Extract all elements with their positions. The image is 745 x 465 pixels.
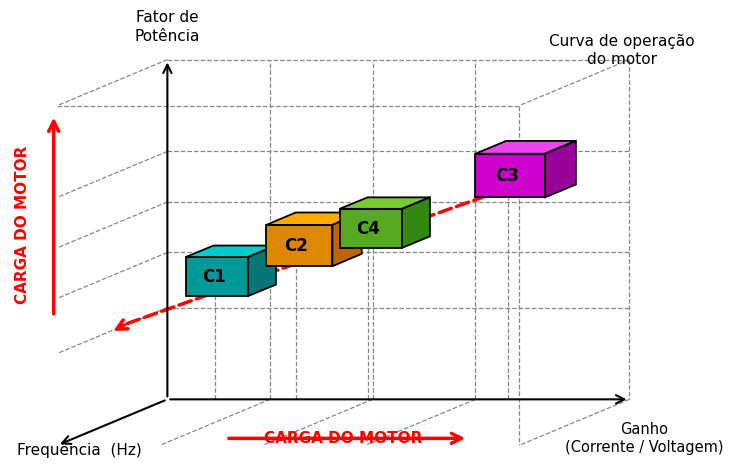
Polygon shape	[340, 209, 402, 248]
Polygon shape	[186, 246, 276, 257]
Polygon shape	[402, 197, 430, 248]
Text: C3: C3	[495, 167, 519, 186]
Polygon shape	[340, 197, 430, 209]
Text: Frequência  (Hz): Frequência (Hz)	[17, 442, 142, 458]
Text: C4: C4	[356, 220, 380, 238]
Text: Fator de
Potência: Fator de Potência	[135, 10, 200, 44]
Text: C2: C2	[284, 238, 308, 255]
Text: Curva de operação
do motor: Curva de operação do motor	[549, 33, 695, 67]
Polygon shape	[332, 213, 362, 266]
Polygon shape	[475, 141, 576, 154]
Polygon shape	[545, 141, 576, 197]
Text: Ganho
(Corrente / Voltagem): Ganho (Corrente / Voltagem)	[565, 422, 723, 455]
Polygon shape	[248, 246, 276, 296]
Text: CARGA DO MOTOR: CARGA DO MOTOR	[15, 146, 30, 304]
Polygon shape	[186, 257, 248, 296]
Polygon shape	[475, 154, 545, 197]
Polygon shape	[267, 225, 332, 266]
Polygon shape	[267, 213, 362, 225]
Text: CARGA DO MOTOR: CARGA DO MOTOR	[264, 431, 422, 446]
Text: C1: C1	[202, 268, 226, 286]
